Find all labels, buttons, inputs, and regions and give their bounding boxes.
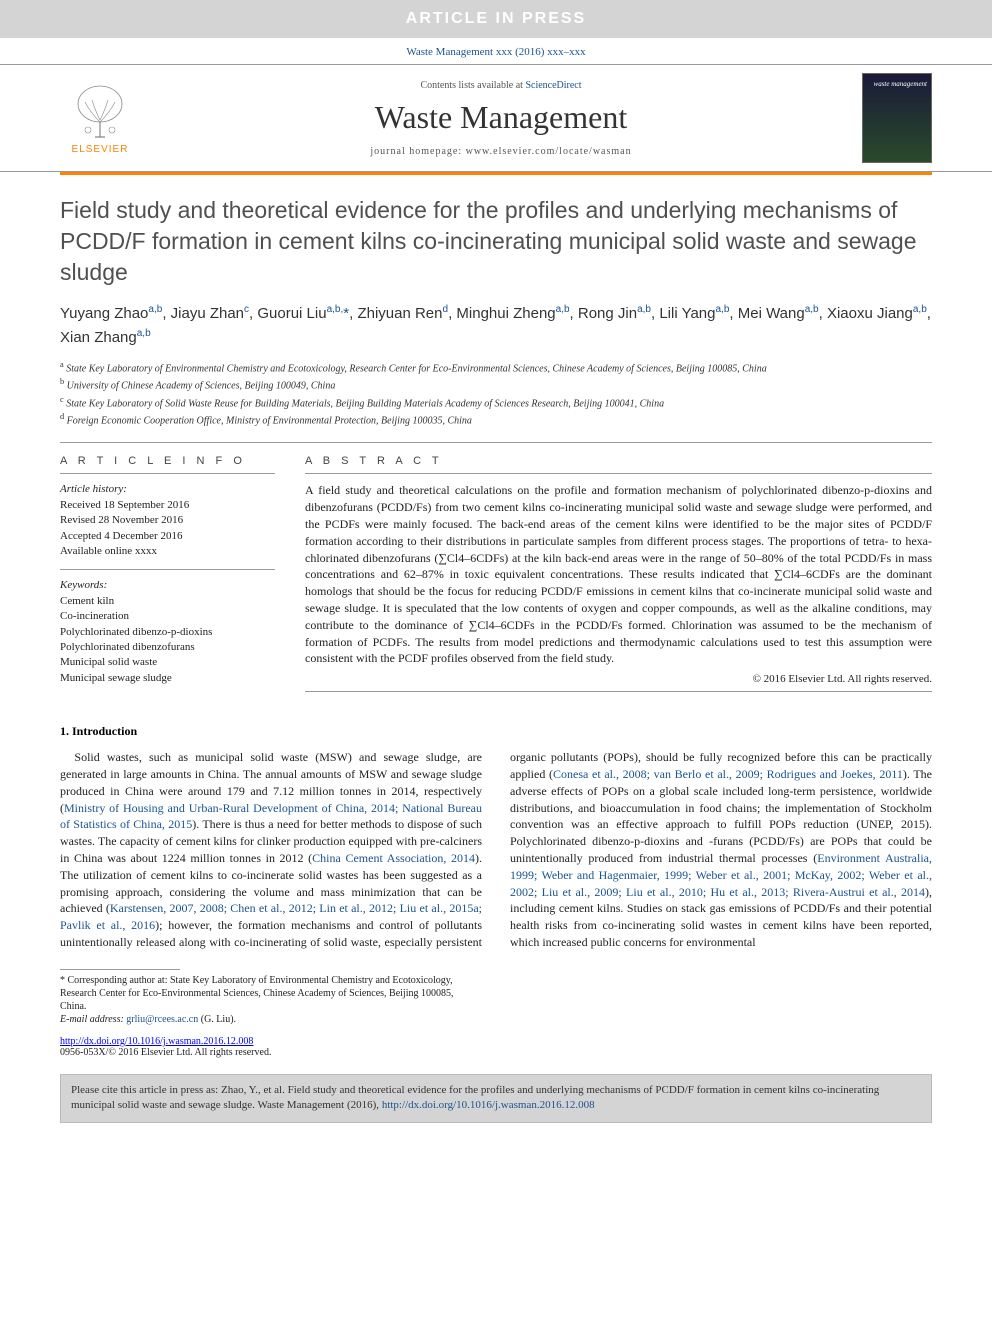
footnote-marker: *: [60, 975, 65, 986]
elsevier-wordmark: ELSEVIER: [72, 144, 129, 155]
article-info-heading: A R T I C L E I N F O: [60, 455, 275, 467]
article-title: Field study and theoretical evidence for…: [60, 195, 932, 288]
footnote-rule: [60, 969, 180, 970]
divider: [60, 442, 932, 443]
contents-prefix: Contents lists available at: [420, 80, 525, 91]
elsevier-tree-icon: [70, 82, 130, 142]
article-history: Article history: Received 18 September 2…: [60, 482, 275, 559]
history-revised: Revised 28 November 2016: [60, 513, 275, 528]
divider: [305, 473, 932, 474]
masthead-center: Contents lists available at ScienceDirec…: [140, 80, 862, 157]
email-label: E-mail address:: [60, 1014, 126, 1025]
email-link[interactable]: grliu@rcees.ac.cn: [126, 1014, 198, 1025]
keyword: Polychlorinated dibenzo-p-dioxins: [60, 625, 275, 640]
history-received: Received 18 September 2016: [60, 498, 275, 513]
cite-box-doi-link[interactable]: http://dx.doi.org/10.1016/j.wasman.2016.…: [382, 1099, 595, 1111]
article-info-column: A R T I C L E I N F O Article history: R…: [60, 455, 275, 700]
keywords-title: Keywords:: [60, 578, 275, 593]
journal-homepage: journal homepage: www.elsevier.com/locat…: [140, 146, 862, 157]
email-suffix: (G. Liu).: [198, 1014, 236, 1025]
journal-cover-thumbnail: waste management: [862, 73, 932, 163]
author-list: Yuyang Zhaoa,b, Jiayu Zhanc, Guorui Liua…: [60, 302, 932, 349]
body-paragraph: Solid wastes, such as municipal solid wa…: [60, 749, 932, 951]
abstract-column: A B S T R A C T A field study and theore…: [305, 455, 932, 700]
cover-title: waste management: [874, 80, 927, 88]
history-title: Article history:: [60, 482, 275, 497]
divider: [60, 473, 275, 474]
journal-masthead: ELSEVIER Contents lists available at Sci…: [0, 64, 992, 172]
body-two-column: Solid wastes, such as municipal solid wa…: [60, 749, 932, 951]
section-number: 1.: [60, 724, 69, 738]
copyright: © 2016 Elsevier Ltd. All rights reserved…: [305, 673, 932, 685]
keyword: Municipal solid waste: [60, 655, 275, 670]
journal-issue-ref: Waste Management xxx (2016) xxx–xxx: [0, 38, 992, 64]
footnote-text: Corresponding author at: State Key Labor…: [60, 975, 454, 1012]
in-press-banner: ARTICLE IN PRESS: [0, 0, 992, 38]
contents-available: Contents lists available at ScienceDirec…: [140, 80, 862, 91]
issn-copyright: 0956-053X/© 2016 Elsevier Ltd. All right…: [60, 1047, 271, 1058]
homepage-label: journal homepage:: [370, 146, 465, 157]
abstract-heading: A B S T R A C T: [305, 455, 932, 467]
sciencedirect-link[interactable]: ScienceDirect: [525, 80, 581, 91]
keyword: Co-incineration: [60, 609, 275, 624]
history-online: Available online xxxx: [60, 544, 275, 559]
corresponding-author-footnote: * Corresponding author at: State Key Lab…: [60, 974, 480, 1026]
affiliation-line: d Foreign Economic Cooperation Office, M…: [60, 411, 932, 428]
doi-link[interactable]: http://dx.doi.org/10.1016/j.wasman.2016.…: [60, 1036, 253, 1047]
elsevier-logo: ELSEVIER: [60, 73, 140, 163]
divider: [305, 691, 932, 692]
citation-link[interactable]: Conesa et al., 2008; van Berlo et al., 2…: [553, 767, 903, 781]
affiliation-line: a State Key Laboratory of Environmental …: [60, 359, 932, 376]
citation-link[interactable]: China Cement Association, 2014: [312, 851, 475, 865]
homepage-url[interactable]: www.elsevier.com/locate/wasman: [466, 146, 632, 157]
citation-box: Please cite this article in press as: Zh…: [60, 1074, 932, 1123]
abstract-text: A field study and theoretical calculatio…: [305, 482, 932, 667]
section-1-heading: 1. Introduction: [60, 724, 932, 739]
keyword: Municipal sewage sludge: [60, 671, 275, 686]
affiliations: a State Key Laboratory of Environmental …: [60, 359, 932, 428]
affiliation-line: c State Key Laboratory of Solid Waste Re…: [60, 394, 932, 411]
history-accepted: Accepted 4 December 2016: [60, 529, 275, 544]
keywords-block: Keywords: Cement kilnCo-incinerationPoly…: [60, 578, 275, 686]
affiliation-line: b University of Chinese Academy of Scien…: [60, 376, 932, 393]
keyword: Cement kiln: [60, 594, 275, 609]
journal-name: Waste Management: [140, 99, 862, 136]
keyword: Polychlorinated dibenzofurans: [60, 640, 275, 655]
divider: [60, 569, 275, 570]
doi-block: http://dx.doi.org/10.1016/j.wasman.2016.…: [60, 1036, 932, 1058]
section-title-text: Introduction: [72, 724, 137, 738]
accent-rule: [60, 172, 932, 175]
